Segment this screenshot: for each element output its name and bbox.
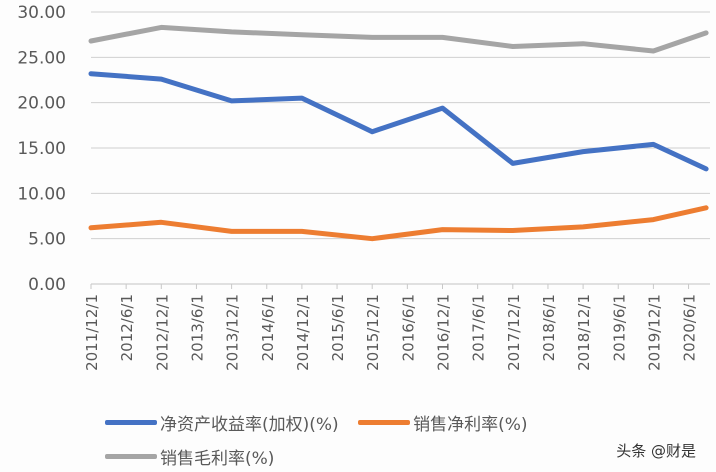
y-tick-label: 10.00 bbox=[17, 184, 66, 204]
y-axis-labels: 0.00 5.00 10.00 15.00 20.00 25.00 30.00 bbox=[17, 3, 66, 295]
legend-label-net-margin: 销售净利率(%) bbox=[413, 414, 528, 435]
legend-swatch-gross-margin bbox=[105, 453, 157, 459]
legend-swatch-net-margin bbox=[358, 419, 411, 425]
x-tick-label: 2012/12/1 bbox=[153, 294, 171, 371]
x-tick-label: 2018/12/1 bbox=[575, 294, 593, 371]
series-line-1 bbox=[88, 205, 709, 242]
x-tick-label: 2017/12/1 bbox=[505, 294, 523, 371]
x-tick-label: 2015/12/1 bbox=[364, 294, 382, 371]
data-series bbox=[88, 24, 709, 242]
watermark: 头条 @财是 bbox=[616, 442, 696, 460]
x-tick-label: 2019/6/1 bbox=[610, 294, 628, 361]
legend-label-roe: 净资产收益率(加权)(%) bbox=[160, 414, 339, 435]
x-tick-label: 2011/12/1 bbox=[83, 294, 101, 371]
series-line-2 bbox=[88, 24, 709, 54]
legend: 净资产收益率(加权)(%) 销售净利率(%) 销售毛利率(%) bbox=[105, 408, 625, 470]
x-tick-label: 2014/12/1 bbox=[294, 294, 312, 371]
x-tick-label: 2020/6/1 bbox=[681, 294, 699, 361]
x-tick-label: 2017/6/1 bbox=[470, 294, 488, 361]
x-tick-label: 2013/12/1 bbox=[224, 294, 242, 371]
legend-item-roe: 净资产收益率(加权)(%) bbox=[105, 408, 339, 436]
legend-label-gross-margin: 销售毛利率(%) bbox=[160, 448, 275, 469]
y-tick-label: 0.00 bbox=[28, 275, 66, 295]
x-tick-label: 2014/6/1 bbox=[259, 294, 277, 361]
y-tick-label: 15.00 bbox=[17, 139, 66, 159]
legend-swatch-roe bbox=[105, 419, 157, 425]
x-tick-label: 2012/6/1 bbox=[118, 294, 136, 361]
x-tick-label: 2018/6/1 bbox=[540, 294, 558, 361]
x-tick-label: 2013/6/1 bbox=[188, 294, 206, 361]
x-tick-label: 2016/6/1 bbox=[399, 294, 417, 361]
y-tick-label: 30.00 bbox=[17, 3, 66, 23]
x-tick-label: 2016/12/1 bbox=[435, 294, 453, 371]
x-axis: 2011/12/1 2012/6/1 2012/12/1 2013/6/1 2013/1… bbox=[83, 283, 710, 371]
x-tick-label: 2019/12/1 bbox=[645, 294, 663, 371]
legend-item-gross-margin: 销售毛利率(%) bbox=[105, 442, 274, 470]
y-tick-label: 5.00 bbox=[28, 230, 66, 250]
x-tick-label: 2015/6/1 bbox=[329, 294, 347, 361]
gridlines bbox=[91, 11, 710, 240]
y-tick-label: 25.00 bbox=[17, 48, 66, 68]
legend-item-net-margin: 销售净利率(%) bbox=[358, 408, 528, 436]
y-tick-label: 20.00 bbox=[17, 94, 66, 114]
series-line-0 bbox=[88, 71, 709, 172]
